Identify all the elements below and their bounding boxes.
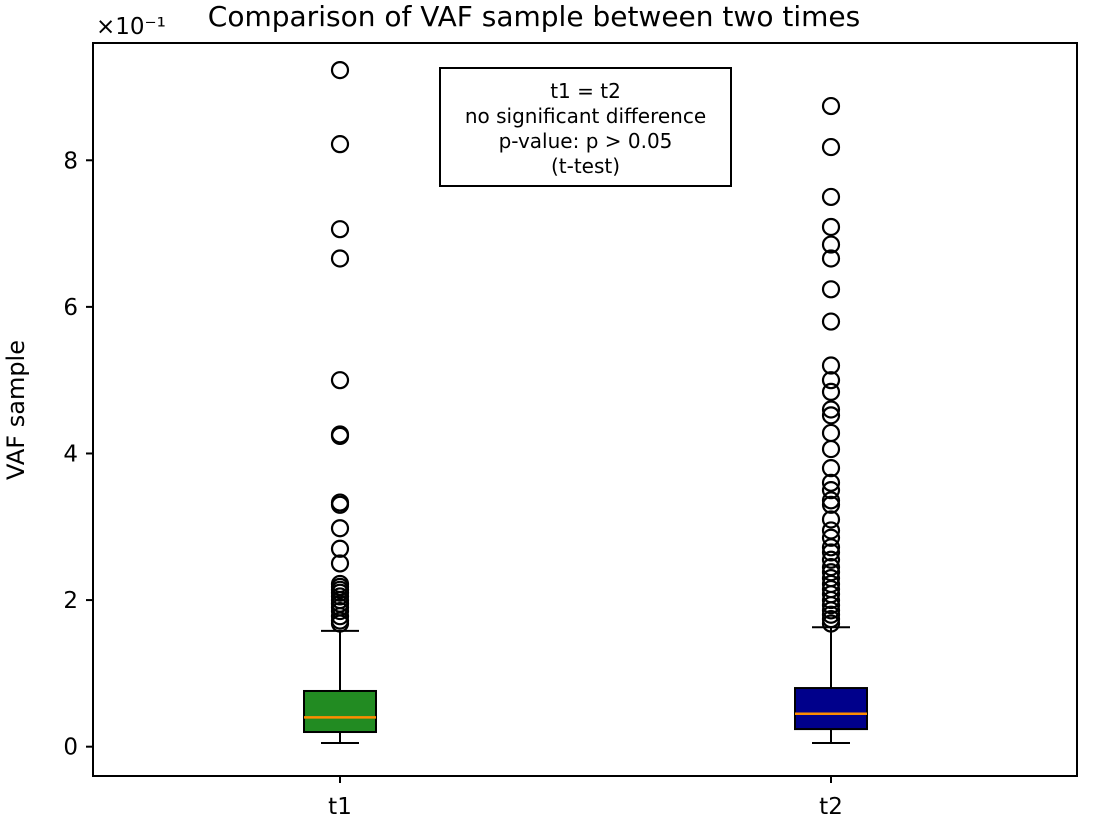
outlier-point — [821, 280, 841, 299]
outlier-point — [330, 554, 350, 573]
annotation-line: (t-test) — [550, 154, 621, 178]
outlier-point — [330, 607, 350, 626]
annotation-line: t1 = t2 — [550, 79, 621, 103]
outlier-point — [821, 550, 841, 569]
y-tick-label: 6 — [63, 295, 78, 321]
y-tick-label: 4 — [63, 441, 78, 467]
outlier-point — [821, 235, 841, 254]
outlier-point — [821, 495, 841, 514]
outlier-point — [330, 426, 350, 445]
outlier-point — [821, 601, 841, 620]
outlier-point — [330, 519, 350, 538]
outlier-point — [821, 614, 841, 633]
outlier-point — [821, 459, 841, 478]
outlier-point — [330, 601, 350, 621]
y-tick-label: 8 — [63, 148, 78, 174]
annotation-line: no significant difference — [464, 104, 707, 128]
outlier-point — [821, 596, 841, 615]
x-tick-label: t1 — [328, 794, 352, 820]
x-tick-label: t2 — [819, 794, 843, 820]
y-tick-label: 0 — [63, 735, 78, 761]
outlier-point — [330, 220, 350, 239]
y-tick-label: 2 — [63, 588, 78, 614]
outlier-point — [821, 538, 841, 557]
plot-area: 0 2 4 6 8 t1 t2 — [63, 61, 868, 820]
outlier-point — [330, 614, 350, 633]
outlier-point — [821, 137, 841, 157]
outlier-point — [330, 249, 350, 268]
outlier-point — [330, 135, 350, 154]
axis-scale-label: ×10⁻¹ — [96, 14, 166, 40]
box-t1 — [303, 689, 377, 734]
outlier-point — [821, 590, 841, 610]
outlier-point — [821, 249, 841, 268]
outlier-point — [330, 371, 350, 390]
outlier-point — [821, 605, 841, 624]
outlier-point — [821, 382, 841, 402]
outlier-point — [821, 96, 841, 116]
annotation-line: p-value: p > 0.05 — [498, 129, 673, 153]
outlier-point — [821, 217, 841, 237]
outlier-point — [821, 481, 841, 500]
outlier-point — [330, 61, 350, 80]
outlier-point — [821, 439, 841, 459]
annotation-box: t1 = t2 no significant difference p-valu… — [439, 67, 732, 187]
outlier-point — [821, 371, 841, 390]
outlier-point — [821, 356, 841, 375]
outlier-point — [821, 510, 841, 529]
box-t2 — [794, 687, 868, 731]
outlier-point — [821, 400, 841, 419]
plot-frame — [92, 42, 1078, 777]
outlier-point — [821, 312, 841, 331]
y-axis-label: VAF sample — [2, 340, 30, 480]
outlier-point — [821, 528, 841, 547]
outlier-point — [821, 473, 841, 492]
outlier-point — [330, 539, 350, 558]
outlier-point — [821, 610, 841, 629]
outlier-point — [330, 495, 350, 514]
outlier-point — [821, 406, 841, 425]
outlier-point — [821, 187, 841, 207]
chart-title: Comparison of VAF sample between two tim… — [208, 0, 860, 33]
outlier-point — [821, 491, 841, 510]
outlier-point — [821, 423, 841, 443]
outlier-point — [821, 543, 841, 562]
